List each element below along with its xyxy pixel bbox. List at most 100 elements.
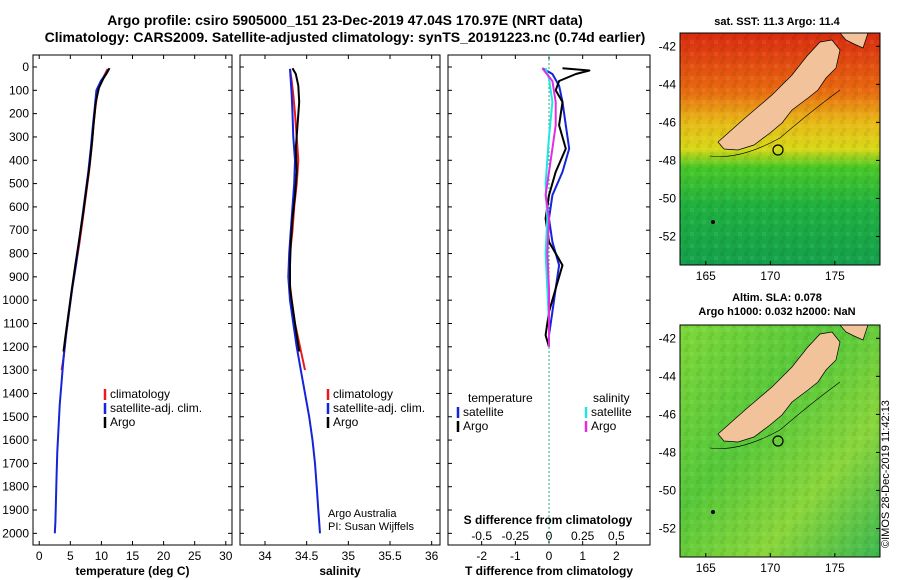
series-line-s-argo: [541, 67, 557, 347]
x-tick-label: 25: [188, 549, 202, 563]
y-tick-label: 1100: [3, 316, 29, 330]
x-tick-label: 5: [67, 549, 74, 563]
secondary-tick-label: -0.5: [471, 529, 492, 543]
y-tick-label: 1300: [2, 363, 29, 377]
salinity-panel: 34 34.5 35 35.5 36 salinity climatologysatelli…: [239, 54, 441, 578]
series-line-t-argo: [544, 67, 591, 348]
x-tick-label: 35: [342, 549, 356, 563]
secondary-tick-label: 0.5: [608, 529, 625, 543]
x-axis-label: salinity: [319, 564, 361, 578]
x-axis-label: temperature (deg C): [75, 564, 189, 578]
y-tick-label: 300: [9, 130, 29, 144]
y-tick-label: 900: [9, 270, 29, 284]
diff-secondary-xlabel: S difference from climatology: [464, 513, 633, 527]
y-tick-label: 700: [9, 223, 29, 237]
lat-tick-label: -48: [659, 445, 677, 459]
series-line-t-satellite: [541, 67, 571, 347]
x-tick-label: -1: [510, 549, 521, 563]
south-island-land-sla: [717, 331, 841, 443]
difference-panel: -2 -1 0 1 2T difference from climatology -0.5…: [447, 54, 651, 578]
sla-map-title-line2: Argo h1000: 0.032 h2000: NaN: [698, 306, 855, 318]
sst-map: [679, 32, 881, 266]
y-tick-label: 200: [9, 107, 29, 121]
lon-tick-label: 165: [696, 561, 716, 575]
x-tick-label: 36: [425, 549, 439, 563]
x-axis-label: T difference from climatology: [465, 564, 633, 578]
lon-tick-label: 175: [825, 561, 845, 575]
y-tick-label: 500: [9, 177, 29, 191]
legend-label: satellite-adj. clim.: [333, 401, 425, 415]
lat-tick-label: -48: [659, 153, 677, 167]
x-tick-label: 30: [219, 549, 233, 563]
secondary-tick-label: 0.25: [571, 529, 595, 543]
secondary-tick-label: 0: [546, 529, 553, 543]
lat-tick-label: -42: [659, 331, 677, 345]
y-tick-label: 1600: [2, 433, 29, 447]
legend-label: Argo: [333, 415, 359, 429]
plot-frame: [239, 54, 441, 546]
lon-tick-label: 170: [760, 561, 780, 575]
lat-tick-label: -50: [659, 191, 677, 205]
lat-tick-label: -44: [659, 369, 677, 383]
sla-float-marker: [772, 435, 784, 447]
y-tick-label: 400: [9, 153, 29, 167]
x-tick-label: 10: [95, 549, 109, 563]
lat-tick-label: -52: [659, 229, 677, 243]
lat-tick-label: -50: [659, 483, 677, 497]
y-tick-label: 1900: [2, 503, 29, 517]
x-tick-label: 34.5: [295, 549, 319, 563]
lat-tick-label: -52: [659, 521, 677, 535]
legend-label: climatology: [333, 387, 393, 401]
legend-label: Argo: [463, 419, 489, 433]
lat-tick-label: -46: [659, 407, 677, 421]
legend-label: satellite-adj. clim.: [110, 401, 202, 415]
y-tick-label: 100: [9, 83, 29, 97]
series-line-argo: [62, 67, 111, 352]
series-line-argo: [289, 67, 301, 352]
x-tick-label: 15: [126, 549, 140, 563]
x-tick-label: 34: [258, 549, 272, 563]
y-tick-label: 800: [9, 247, 29, 261]
imos-credit: ©IMOS 28-Dec-2019 11:42:13: [880, 400, 892, 548]
y-tick-label: 1800: [2, 480, 29, 494]
y-tick-label: 600: [9, 200, 29, 214]
y-tick-label: 2000: [2, 526, 29, 540]
y-tick-label: 1500: [2, 410, 29, 424]
lon-tick-label: 165: [696, 269, 716, 283]
legend-label: Argo: [591, 419, 617, 433]
legend-header-salinity: salinity: [593, 391, 630, 405]
legend-label: satellite: [463, 405, 504, 419]
y-tick-label: 1200: [2, 340, 29, 354]
x-tick-label: 1: [579, 549, 586, 563]
legend-label: satellite: [591, 405, 632, 419]
x-tick-label: 2: [613, 549, 620, 563]
sla-map: [679, 324, 881, 558]
figure-title: Argo profile: csiro 5905000_151 23-Dec-2…: [107, 12, 582, 28]
y-tick-label: 1000: [2, 293, 29, 307]
x-tick-label: -2: [476, 549, 487, 563]
sst-map-title: sat. SST: 11.3 Argo: 11.4: [714, 16, 840, 28]
x-tick-label: 0: [546, 549, 553, 563]
sla-map-title-line1: Altim. SLA: 0.078: [732, 292, 822, 304]
lat-tick-label: -42: [659, 39, 677, 53]
temperature-panel: 0100200300400500600700800900100011001200…: [2, 54, 233, 578]
x-tick-label: 20: [157, 549, 171, 563]
legend-label: climatology: [110, 387, 170, 401]
x-tick-label: 35.5: [378, 549, 402, 563]
legend-label: Argo: [110, 415, 136, 429]
map-axis-ticks: -42 -44 -46 -48 -50 -52 165 170 175 -42 -44 -46 -48 -…: [659, 39, 880, 575]
salinity-annotation-line1: Argo Australia: [328, 508, 397, 520]
salinity-annotation-line2: PI: Susan Wijffels: [328, 521, 414, 533]
lat-tick-label: -44: [659, 77, 677, 91]
plot-frame: [32, 54, 233, 546]
south-island-land: [717, 39, 841, 151]
lat-tick-label: -46: [659, 115, 677, 129]
sst-float-marker: [772, 144, 784, 156]
x-tick-label: 0: [36, 549, 43, 563]
lon-tick-label: 170: [760, 269, 780, 283]
y-tick-label: 0: [22, 60, 29, 74]
lon-tick-label: 175: [825, 269, 845, 283]
figure-subtitle: Climatology: CARS2009. Satellite-adjuste…: [45, 29, 646, 45]
secondary-tick-label: -0.25: [502, 529, 530, 543]
